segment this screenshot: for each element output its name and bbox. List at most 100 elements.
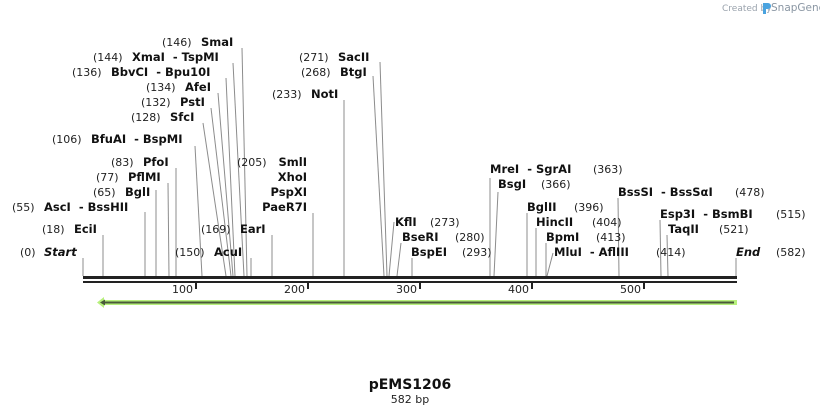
site-pos: (136) <box>72 66 102 79</box>
ruler: 100 200 300 400 500 <box>172 283 645 296</box>
tick-label-300: 300 <box>396 283 417 296</box>
site-name-psti[interactable]: PstI <box>180 95 205 109</box>
site-pos: (515) <box>776 208 806 221</box>
line-taqii <box>666 234 669 277</box>
tick-500 <box>643 283 645 289</box>
site-pos: (77) <box>96 171 119 184</box>
line-bfuai <box>194 145 203 277</box>
site-name-start[interactable]: Start <box>44 245 77 259</box>
site-lines <box>82 47 737 277</box>
line-afei <box>217 92 234 277</box>
site-pos: (521) <box>719 223 749 236</box>
site-name-bseri[interactable]: BseRI <box>402 230 439 244</box>
site-name-eari[interactable]: EarI <box>240 222 266 236</box>
line-sacii <box>379 61 388 277</box>
tick-200 <box>307 283 309 289</box>
site-pos: (0) <box>20 246 36 259</box>
site-name-bsssi[interactable]: BssSI - BssSαI <box>618 185 713 199</box>
site-pos: (134) <box>146 81 176 94</box>
line-bseri <box>396 242 402 277</box>
site-pos: (396) <box>574 201 604 214</box>
site-pos: (65) <box>93 186 116 199</box>
line-bbvci <box>225 77 236 277</box>
site-pos: (363) <box>593 163 623 176</box>
site-name-bglii[interactable]: BglII <box>527 200 557 214</box>
site-name-esp3i[interactable]: Esp3I - BsmBI <box>660 207 753 221</box>
tick-300 <box>419 283 421 289</box>
created-by-text: Created by <box>722 4 772 14</box>
site-name-sfci[interactable]: SfcI <box>170 110 194 124</box>
site-name-xmai[interactable]: XmaI - TspMI <box>132 50 219 64</box>
site-pos: (233) <box>272 88 302 101</box>
site-pos: (128) <box>131 111 161 124</box>
site-name-bgli[interactable]: BglI <box>125 185 150 199</box>
site-name-bsgi[interactable]: BsgI <box>498 177 526 191</box>
site-name-end[interactable]: End <box>736 245 761 259</box>
tick-label-400: 400 <box>508 283 529 296</box>
line-sfci <box>202 122 227 277</box>
site-pos: (478) <box>735 186 765 199</box>
line-smai <box>241 47 248 277</box>
site-pos: (106) <box>52 133 82 146</box>
site-labels: (0) Start (18) EciI (55) AscI - BssHII (… <box>12 35 806 259</box>
site-pos: (55) <box>12 201 35 214</box>
bottom-strand <box>83 281 737 283</box>
tick-label-100: 100 <box>172 283 193 296</box>
site-name-acui[interactable]: AcuI <box>214 245 242 259</box>
site-name-pflmi[interactable]: PflMI <box>128 170 161 184</box>
site-name-bbvci[interactable]: BbvCI - Bpu10I <box>111 65 210 79</box>
site-name-mrei[interactable]: MreI - SgrAI <box>490 162 571 176</box>
site-pos: (132) <box>141 96 171 109</box>
site-name-taqii[interactable]: TaqII <box>668 222 699 236</box>
site-pos: (413) <box>596 231 626 244</box>
site-name-kfli[interactable]: KflI <box>395 215 417 229</box>
line-pflmi <box>167 182 170 277</box>
brand-text: SnapGene <box>771 2 820 14</box>
line-xmai <box>232 62 245 277</box>
snapgene-credit: Created by SnapGene <box>722 2 820 14</box>
plasmid-name: pEMS1206 <box>369 377 452 393</box>
line-btgi <box>372 75 385 277</box>
site-name-pspxi[interactable]: PspXI <box>271 185 307 199</box>
feature-arrow[interactable] <box>97 297 737 308</box>
top-strand <box>83 276 737 279</box>
site-name-mlui[interactable]: MluI - AflIII <box>554 245 629 259</box>
tick-label-500: 500 <box>620 283 641 296</box>
site-pos: (271) <box>299 51 329 64</box>
tick-label-200: 200 <box>284 283 305 296</box>
site-pos: (366) <box>541 178 571 191</box>
site-name-sacii[interactable]: SacII <box>338 50 369 64</box>
site-name-btgi[interactable]: BtgI <box>340 65 367 79</box>
site-pos: (18) <box>42 223 65 236</box>
site-pos: (293) <box>462 246 492 259</box>
site-pos: (582) <box>776 246 806 259</box>
site-name-bfuai[interactable]: BfuAI - BspMI <box>91 132 182 146</box>
dna-backbone <box>83 276 737 283</box>
site-name-asci[interactable]: AscI - BssHII <box>44 200 128 214</box>
site-pos: (169) <box>201 223 231 236</box>
site-name-bpmi[interactable]: BpmI <box>546 230 579 244</box>
site-name-hincii[interactable]: HincII <box>536 215 573 229</box>
site-pos: (150) <box>175 246 205 259</box>
site-name-noti[interactable]: NotI <box>311 87 338 101</box>
line-psti <box>210 107 232 277</box>
site-pos: (268) <box>301 66 331 79</box>
snapgene-logo-icon <box>763 3 771 14</box>
site-name-bspei[interactable]: BspEI <box>411 245 447 259</box>
site-name-afei[interactable]: AfeI <box>185 80 211 94</box>
site-name-pfoi[interactable]: PfoI <box>143 155 169 169</box>
plasmid-length: 582 bp <box>391 393 429 406</box>
site-pos: (205) <box>237 156 267 169</box>
line-kfli <box>388 221 395 277</box>
line-esp3i <box>659 219 662 277</box>
site-pos: (404) <box>592 216 622 229</box>
site-name-ecii[interactable]: EciI <box>74 222 97 236</box>
site-pos: (144) <box>93 51 123 64</box>
site-name-xhoi[interactable]: XhoI <box>278 170 307 184</box>
site-name-paer7i[interactable]: PaeR7I <box>262 200 307 214</box>
site-pos: (146) <box>162 36 192 49</box>
site-name-smai[interactable]: SmaI <box>201 35 233 49</box>
tick-100 <box>195 283 197 289</box>
site-name-smli[interactable]: SmlI <box>279 155 308 169</box>
